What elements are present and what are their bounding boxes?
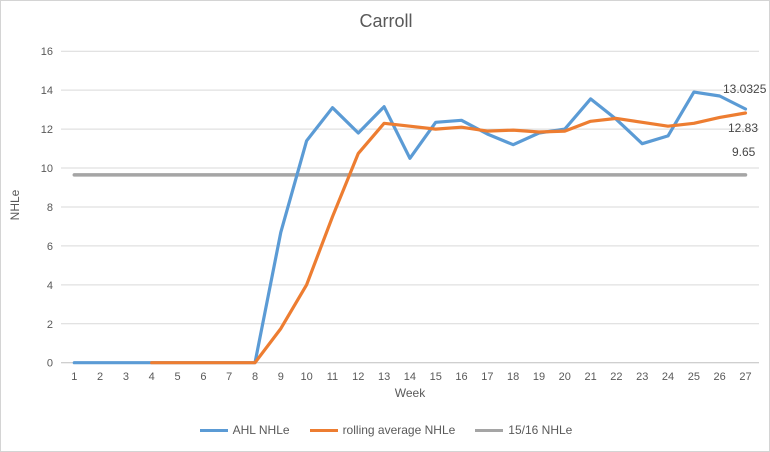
legend-item-ahl-nhle[interactable]: AHL NHLe [199, 423, 290, 437]
x-tick-label: 26 [714, 371, 726, 383]
x-tick-label: 6 [200, 371, 206, 383]
legend-line-swatch-orange [309, 428, 338, 432]
data-label-1516-nhle: 9.65 [732, 145, 756, 159]
x-tick-label: 25 [688, 371, 700, 383]
x-tick-label: 20 [559, 371, 571, 383]
x-tick-label: 5 [174, 371, 180, 383]
legend-item-1516-nhle[interactable]: 15/16 NHLe [475, 423, 572, 437]
x-tick-label: 16 [455, 371, 467, 383]
x-tick-label: 3 [123, 371, 129, 383]
data-label-rolling-average: 12.83 [728, 121, 759, 135]
legend-label: rolling average NHLe [342, 423, 456, 437]
x-tick-label: 23 [636, 371, 648, 383]
x-tick-label: 13 [378, 371, 390, 383]
x-axis-title: Week [394, 386, 426, 400]
y-tick-label: 4 [47, 280, 53, 292]
y-axis-title: NHLe [8, 189, 22, 221]
legend-label: 15/16 NHLe [508, 423, 573, 437]
series-line-rolling-average-nhle [150, 111, 748, 365]
x-tick-label: 8 [252, 371, 258, 383]
y-tick-label: 0 [47, 358, 53, 370]
x-tick-label: 22 [610, 371, 622, 383]
legend: AHL NHLe rolling average NHLe 15/16 NHLe [1, 423, 769, 437]
legend-line-swatch-blue [199, 428, 228, 432]
x-tick-label: 24 [662, 371, 674, 383]
x-tick-label: 11 [327, 371, 338, 383]
series-line-ahl-nhle [72, 90, 748, 365]
x-tick-label: 2 [97, 371, 103, 383]
x-tick-label: 12 [352, 371, 364, 383]
x-tick-label: 1 [71, 371, 77, 383]
x-tick-label: 4 [149, 371, 155, 383]
y-tick-label: 14 [41, 85, 53, 97]
data-label-ahl-nhle: 13.0325 [723, 82, 767, 96]
legend-label: AHL NHLe [232, 423, 290, 437]
x-tick-label: 10 [301, 371, 313, 383]
y-tick-label: 16 [41, 46, 53, 58]
y-tick-label: 2 [47, 319, 53, 331]
x-tick-label: 17 [481, 371, 493, 383]
x-tick-label: 9 [278, 371, 284, 383]
y-tick-label: 12 [41, 124, 53, 136]
x-tick-label: 7 [226, 371, 232, 383]
x-tick-label: 21 [584, 371, 596, 383]
x-tick-label: 14 [404, 371, 416, 383]
x-tick-label: 18 [507, 371, 519, 383]
chart-title: Carroll [359, 11, 413, 31]
x-tick-label: 19 [533, 371, 545, 383]
x-tick-label: 15 [430, 371, 442, 383]
x-tick-label: 27 [739, 371, 751, 383]
legend-item-rolling-average[interactable]: rolling average NHLe [309, 423, 456, 437]
y-tick-label: 6 [47, 241, 53, 253]
y-tick-label: 8 [47, 202, 53, 214]
y-tick-label: 10 [41, 163, 53, 175]
legend-line-swatch-gray [475, 428, 504, 432]
